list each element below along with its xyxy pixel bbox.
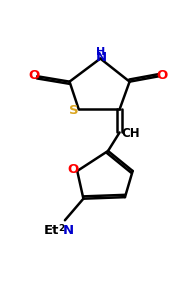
Text: H: H [96,47,106,57]
Text: N: N [63,224,74,237]
Text: O: O [29,69,40,82]
Text: N: N [96,51,107,64]
Text: S: S [69,104,79,117]
Text: Et: Et [43,224,59,237]
Text: O: O [67,163,78,176]
Text: 2: 2 [58,224,64,233]
Text: CH: CH [121,127,140,140]
Text: O: O [156,69,168,82]
